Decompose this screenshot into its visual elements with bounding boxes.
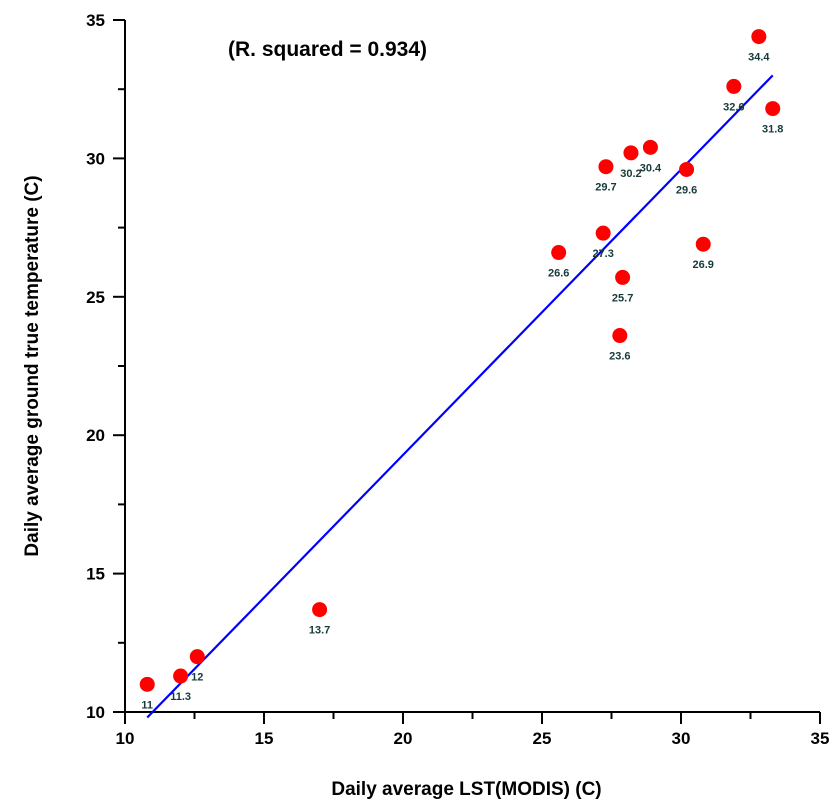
y-axis-title: Daily average ground true temperature (C…: [22, 175, 43, 556]
y-tick-label: 30: [86, 149, 105, 168]
x-tick-label: 30: [672, 729, 691, 748]
data-point-label: 11.3: [170, 691, 191, 703]
data-point-label: 13.7: [309, 625, 330, 637]
data-point: [612, 328, 628, 344]
axes: [124, 20, 820, 713]
regression-line-group: [146, 74, 774, 719]
data-point-label: 26.6: [548, 268, 569, 280]
data-point: [595, 225, 611, 241]
data-point-label: 12: [191, 672, 203, 684]
x-tick-label: 10: [116, 729, 135, 748]
x-tick-label: 15: [255, 729, 274, 748]
data-point-label: 26.9: [693, 259, 714, 271]
x-tick-label: 35: [811, 729, 830, 748]
data-point: [642, 139, 658, 155]
data-point: [189, 649, 205, 665]
data-point-label: 30.2: [620, 168, 641, 180]
data-point-label: 23.6: [609, 351, 630, 363]
x-tick-label: 25: [533, 729, 552, 748]
data-point-label: 29.6: [676, 184, 697, 196]
data-point: [551, 245, 567, 261]
data-point-label: 29.7: [595, 182, 616, 194]
data-point: [679, 161, 695, 177]
data-point: [312, 602, 328, 618]
r-squared-annotation: (R. squared = 0.934): [228, 38, 427, 61]
data-point-label: 11: [141, 699, 153, 711]
data-points: [139, 29, 781, 692]
data-point-label: 32.6: [723, 101, 744, 113]
data-point: [598, 159, 614, 175]
x-tick-label: 20: [394, 729, 413, 748]
data-point: [695, 236, 711, 252]
data-point: [615, 269, 631, 285]
data-point-label: 27.3: [592, 248, 613, 260]
regression-line: [146, 74, 774, 719]
data-point: [765, 101, 781, 117]
data-point-label: 30.4: [640, 162, 662, 174]
point-labels: 11 11.312 13.7 26.6 27.3 29.7 23.6 25.7 30.230.4…: [141, 52, 783, 712]
data-point-label: 31.8: [762, 124, 783, 136]
y-tick-label: 20: [86, 426, 105, 445]
y-tick-label: 10: [86, 703, 105, 722]
data-point: [623, 145, 639, 161]
ticks: 10 15 20 25 30 35 10 15 20 25 30 35: [86, 11, 829, 748]
data-point: [751, 29, 767, 45]
data-point: [139, 676, 155, 692]
y-tick-label: 25: [86, 288, 105, 307]
data-point: [726, 78, 742, 94]
data-point-label: 25.7: [612, 292, 633, 304]
x-axis-title: Daily average LST(MODIS) (C): [331, 779, 601, 800]
data-point: [173, 668, 189, 684]
data-point-label: 34.4: [748, 52, 770, 64]
y-tick-label: 35: [86, 11, 105, 30]
y-tick-label: 15: [86, 565, 105, 584]
